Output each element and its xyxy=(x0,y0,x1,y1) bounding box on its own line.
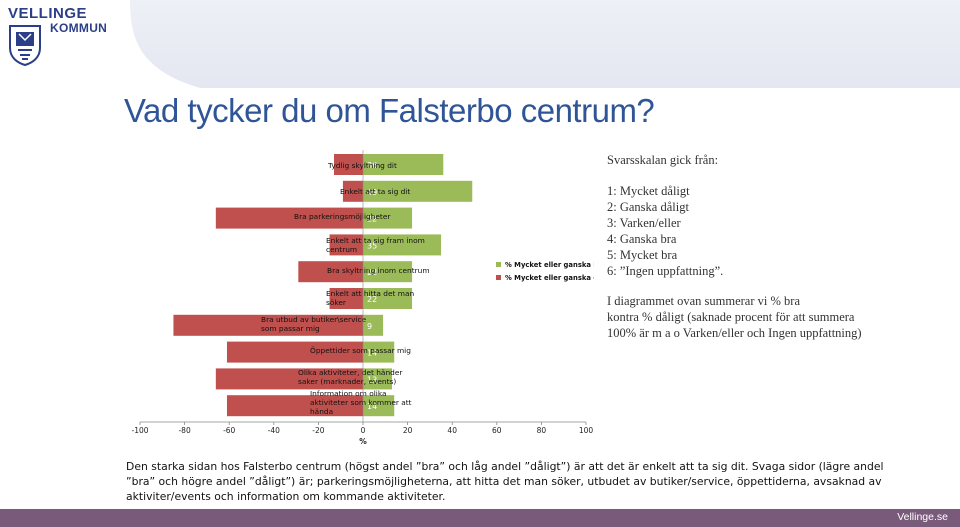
category-label-line: Olika aktiviteter, det händer xyxy=(298,368,403,377)
x-tick-label: -20 xyxy=(312,426,324,435)
scale-item: 5: Mycket bra xyxy=(607,248,678,262)
category-label: Bra parkeringsmöjligheter xyxy=(294,212,391,221)
category-label-line: Öppettider som passar mig xyxy=(310,346,411,355)
x-tick-label: 40 xyxy=(447,426,457,435)
category-label: Tydlig skyltning dit xyxy=(327,161,397,170)
x-tick-label: 0 xyxy=(361,426,366,435)
shield-icon xyxy=(9,25,41,66)
x-tick-label: -80 xyxy=(178,426,190,435)
summary-text: I diagrammet ovan summerar vi % bra kont… xyxy=(607,293,862,341)
category-label-line: hända xyxy=(310,407,333,416)
bar-bad xyxy=(173,314,363,336)
x-tick-label: -40 xyxy=(268,426,280,435)
data-label: 22 xyxy=(367,295,377,304)
x-tick-label: -60 xyxy=(223,426,235,435)
bar-good xyxy=(363,261,413,283)
bar-bad xyxy=(215,207,363,229)
category-label-line: Information om olika xyxy=(310,389,387,398)
diverging-bar-chart: 36 Tydlig skyltning dit 49 Enkelt att ta si… xyxy=(124,146,594,450)
data-label: 14 xyxy=(367,349,377,358)
scale-item: 2: Ganska dåligt xyxy=(607,200,689,214)
bar-bad xyxy=(329,288,363,309)
header-curve xyxy=(0,0,200,88)
bar-good xyxy=(363,314,384,336)
bar-good xyxy=(363,395,395,417)
bar-bad xyxy=(226,395,363,417)
x-tick-label: 20 xyxy=(403,426,413,435)
data-label: 14 xyxy=(367,402,377,411)
summary-line: kontra % dåligt (saknade procent för att… xyxy=(607,310,855,324)
bar-bad xyxy=(329,234,363,256)
data-label: 35 xyxy=(367,241,377,250)
category-label-line: Enkelt att hitta det man xyxy=(326,289,415,298)
scale-item: 6: ”Ingen uppfattning”. xyxy=(607,264,724,278)
scale-item: 4: Ganska bra xyxy=(607,232,677,246)
category-label-line: Bra parkeringsmöjligheter xyxy=(294,212,391,221)
category-label-line: Enkelt att ta sig fram inom xyxy=(326,236,425,245)
category-label: Enkelt att ta sig fram inom centrum xyxy=(326,236,425,254)
data-label: 22 xyxy=(367,215,377,224)
summary-line: 100% är m a o Varken/eller och Ingen upp… xyxy=(607,326,862,340)
x-tick-label: -100 xyxy=(131,426,148,435)
category-label-line: Bra utbud av butiker\service xyxy=(261,315,367,324)
bar-good xyxy=(363,368,392,390)
logo-sub: KOMMUN xyxy=(50,21,108,35)
conclusion-line: ”bra” och högre andel ”dåligt”) är; park… xyxy=(126,475,882,488)
data-label: 9 xyxy=(367,322,372,331)
category-label: Enkelt att ta sig dit xyxy=(340,187,410,196)
category-label-line: saker (marknader, events) xyxy=(298,377,396,386)
conclusion-line: aktiviter/events och information om komm… xyxy=(126,490,446,503)
category-label-line: aktiviteter som kommer att xyxy=(310,398,412,407)
conclusion-text: Den starka sidan hos Falsterbo centrum (… xyxy=(126,459,946,504)
category-label-line: söker xyxy=(326,298,347,307)
data-label: 13 xyxy=(367,375,377,384)
legend-label: % Mycket eller ganska bra xyxy=(505,261,594,269)
x-tick-label: 60 xyxy=(492,426,502,435)
category-label: Olika aktiviteter, det händer saker (mark… xyxy=(298,368,403,386)
scale-item: 1: Mycket dåligt xyxy=(607,184,690,198)
data-label: 36 xyxy=(367,161,377,170)
bar-good xyxy=(363,207,413,229)
category-label: Öppettider som passar mig xyxy=(310,346,411,355)
bar-bad xyxy=(226,341,363,363)
conclusion-line: Den starka sidan hos Falsterbo centrum (… xyxy=(126,460,884,473)
category-label-line: Tydlig skyltning dit xyxy=(327,161,397,170)
bar-good xyxy=(363,180,473,202)
category-label-line: Enkelt att ta sig dit xyxy=(340,187,410,196)
footer-bar xyxy=(0,509,960,527)
category-label: Information om olika aktiviteter som komm… xyxy=(310,389,412,416)
category-label: Bra skyltning inom centrum xyxy=(327,266,430,275)
x-tick-label: 100 xyxy=(579,426,594,435)
bar-good xyxy=(363,234,442,256)
slide-title: Vad tycker du om Falsterbo centrum? xyxy=(124,92,655,129)
category-label-line: Bra skyltning inom centrum xyxy=(327,266,430,275)
bar-bad xyxy=(342,180,363,202)
x-tick-label: 80 xyxy=(537,426,547,435)
bar-bad xyxy=(298,261,363,283)
summary-line: I diagrammet ovan summerar vi % bra xyxy=(607,294,800,308)
footer-site-link[interactable]: Vellinge.se xyxy=(897,511,948,523)
category-label-line: som passar mig xyxy=(261,324,320,333)
data-label: 49 xyxy=(367,188,377,197)
bar-bad xyxy=(334,154,363,175)
legend-label: % Mycket eller ganska dåligt xyxy=(505,273,594,282)
scale-item: 3: Varken/eller xyxy=(607,216,681,230)
scale-heading: Svarsskalan gick från: xyxy=(607,153,719,167)
category-label: Enkelt att hitta det man söker xyxy=(326,289,415,307)
bar-bad xyxy=(215,368,363,390)
legend-swatch xyxy=(496,262,501,267)
x-axis-label: % xyxy=(359,437,367,446)
bar-good xyxy=(363,341,395,363)
category-label: Bra utbud av butiker\service som passar m… xyxy=(261,315,367,333)
scale-list: 1: Mycket dåligt 2: Ganska dåligt 3: Var… xyxy=(607,183,723,279)
legend-swatch xyxy=(496,275,501,280)
data-label: 22 xyxy=(367,268,377,277)
bar-good xyxy=(363,288,413,309)
logo-name: VELLINGE xyxy=(8,5,88,22)
category-label-line: centrum xyxy=(326,245,357,254)
bar-good xyxy=(363,154,444,175)
